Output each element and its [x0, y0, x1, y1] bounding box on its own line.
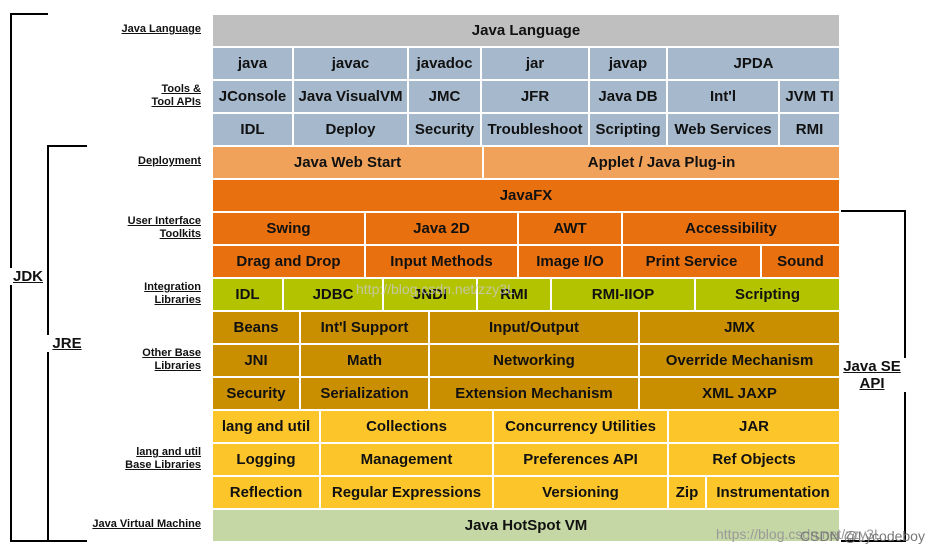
component-javadoc: javadoc: [407, 46, 482, 81]
label-jvm: Java Virtual Machine: [92, 518, 201, 530]
component-regular-expressions: Regular Expressions: [319, 475, 494, 510]
component-javap: javap: [588, 46, 668, 81]
label-tools-line1: Tools &: [161, 83, 201, 95]
component-instrumentation: Instrumentation: [705, 475, 841, 510]
component-sound: Sound: [760, 244, 841, 279]
label-other-base-line2: Libraries: [154, 360, 201, 372]
label-ui-line2: Toolkits: [159, 228, 201, 240]
component-jfr: JFR: [480, 79, 590, 114]
component-jmc: JMC: [407, 79, 482, 114]
label-integration: Integration Libraries: [144, 281, 201, 307]
component-reflection: Reflection: [211, 475, 321, 510]
component-jni: JNI: [211, 343, 301, 378]
component-java-visualvm: Java VisualVM: [292, 79, 409, 114]
component-override-mechanism: Override Mechanism: [638, 343, 841, 378]
component-int-l-support: Int'l Support: [299, 310, 430, 345]
component-preferences-api: Preferences API: [492, 442, 669, 477]
component-deploy: Deploy: [292, 112, 409, 147]
component-jpda: JPDA: [666, 46, 841, 81]
component-input-output: Input/Output: [428, 310, 640, 345]
component-beans: Beans: [211, 310, 301, 345]
component-lang-and-util: lang and util: [211, 409, 321, 444]
component-java-2d: Java 2D: [364, 211, 519, 246]
component-jdbc: JDBC: [282, 277, 384, 312]
component-concurrency-utilities: Concurrency Utilities: [492, 409, 669, 444]
component-input-methods: Input Methods: [364, 244, 519, 279]
component-java: java: [211, 46, 294, 81]
component-jvm-ti: JVM TI: [778, 79, 841, 114]
label-integration-line2: Libraries: [154, 294, 201, 306]
component-collections: Collections: [319, 409, 494, 444]
watermark-csdn: CSDN @Lycodeboy: [800, 528, 925, 544]
component-idl: IDL: [211, 277, 284, 312]
component-accessibility: Accessibility: [621, 211, 841, 246]
component-image-i-o: Image I/O: [517, 244, 623, 279]
component-java-hotspot-vm: Java HotSpot VM: [211, 508, 841, 543]
component-print-service: Print Service: [621, 244, 762, 279]
component-javafx: JavaFX: [211, 178, 841, 213]
component-applet-java-plug-in: Applet / Java Plug-in: [482, 145, 841, 180]
label-ui-toolkits: User Interface Toolkits: [128, 215, 201, 241]
javase-label: Java SE API: [838, 358, 906, 392]
component-ref-objects: Ref Objects: [667, 442, 841, 477]
component-xml-jaxp: XML JAXP: [638, 376, 841, 411]
label-other-base: Other Base Libraries: [142, 347, 201, 373]
component-management: Management: [319, 442, 494, 477]
component-swing: Swing: [211, 211, 366, 246]
component-math: Math: [299, 343, 430, 378]
component-java-language: Java Language: [211, 13, 841, 48]
label-ui-line1: User Interface: [127, 215, 201, 227]
component-versioning: Versioning: [492, 475, 669, 510]
component-drag-and-drop: Drag and Drop: [211, 244, 366, 279]
component-java-db: Java DB: [588, 79, 668, 114]
watermark-middle: http://blog.csdn.net/zzy3L: [356, 281, 515, 297]
component-extension-mechanism: Extension Mechanism: [428, 376, 640, 411]
component-jconsole: JConsole: [211, 79, 294, 114]
component-zip: Zip: [667, 475, 707, 510]
javase-label-line2: API: [859, 375, 885, 392]
component-web-services: Web Services: [666, 112, 780, 147]
component-rmi: RMI: [476, 277, 552, 312]
component-jar: jar: [480, 46, 590, 81]
label-integration-line1: Integration: [144, 281, 201, 293]
component-awt: AWT: [517, 211, 623, 246]
jre-label: JRE: [46, 335, 88, 352]
javase-label-line1: Java SE: [843, 358, 901, 375]
component-logging: Logging: [211, 442, 321, 477]
component-security: Security: [211, 376, 301, 411]
component-networking: Networking: [428, 343, 640, 378]
component-troubleshoot: Troubleshoot: [480, 112, 590, 147]
component-scripting: Scripting: [694, 277, 841, 312]
label-deployment: Deployment: [138, 155, 201, 167]
component-java-web-start: Java Web Start: [211, 145, 484, 180]
label-java-language: Java Language: [121, 23, 201, 35]
component-scripting: Scripting: [588, 112, 668, 147]
component-int-l: Int'l: [666, 79, 780, 114]
component-jmx: JMX: [638, 310, 841, 345]
label-tools-line2: Tool APIs: [151, 96, 202, 108]
component-rmi: RMI: [778, 112, 841, 147]
component-serialization: Serialization: [299, 376, 430, 411]
label-lang-util-line2: Base Libraries: [125, 459, 201, 471]
component-rmi-iiop: RMI-IIOP: [550, 277, 696, 312]
watermark-url: https://blog.csdn.net/zzy3L: [716, 526, 882, 542]
label-tools: Tools & Tool APIs: [152, 83, 202, 109]
jdk-label: JDK: [8, 268, 48, 285]
label-lang-util-line1: lang and util: [136, 446, 201, 458]
label-other-base-line1: Other Base: [142, 347, 201, 359]
component-javac: javac: [292, 46, 409, 81]
label-lang-util: lang and util Base Libraries: [125, 446, 201, 472]
component-security: Security: [407, 112, 482, 147]
component-jar: JAR: [667, 409, 841, 444]
component-idl: IDL: [211, 112, 294, 147]
